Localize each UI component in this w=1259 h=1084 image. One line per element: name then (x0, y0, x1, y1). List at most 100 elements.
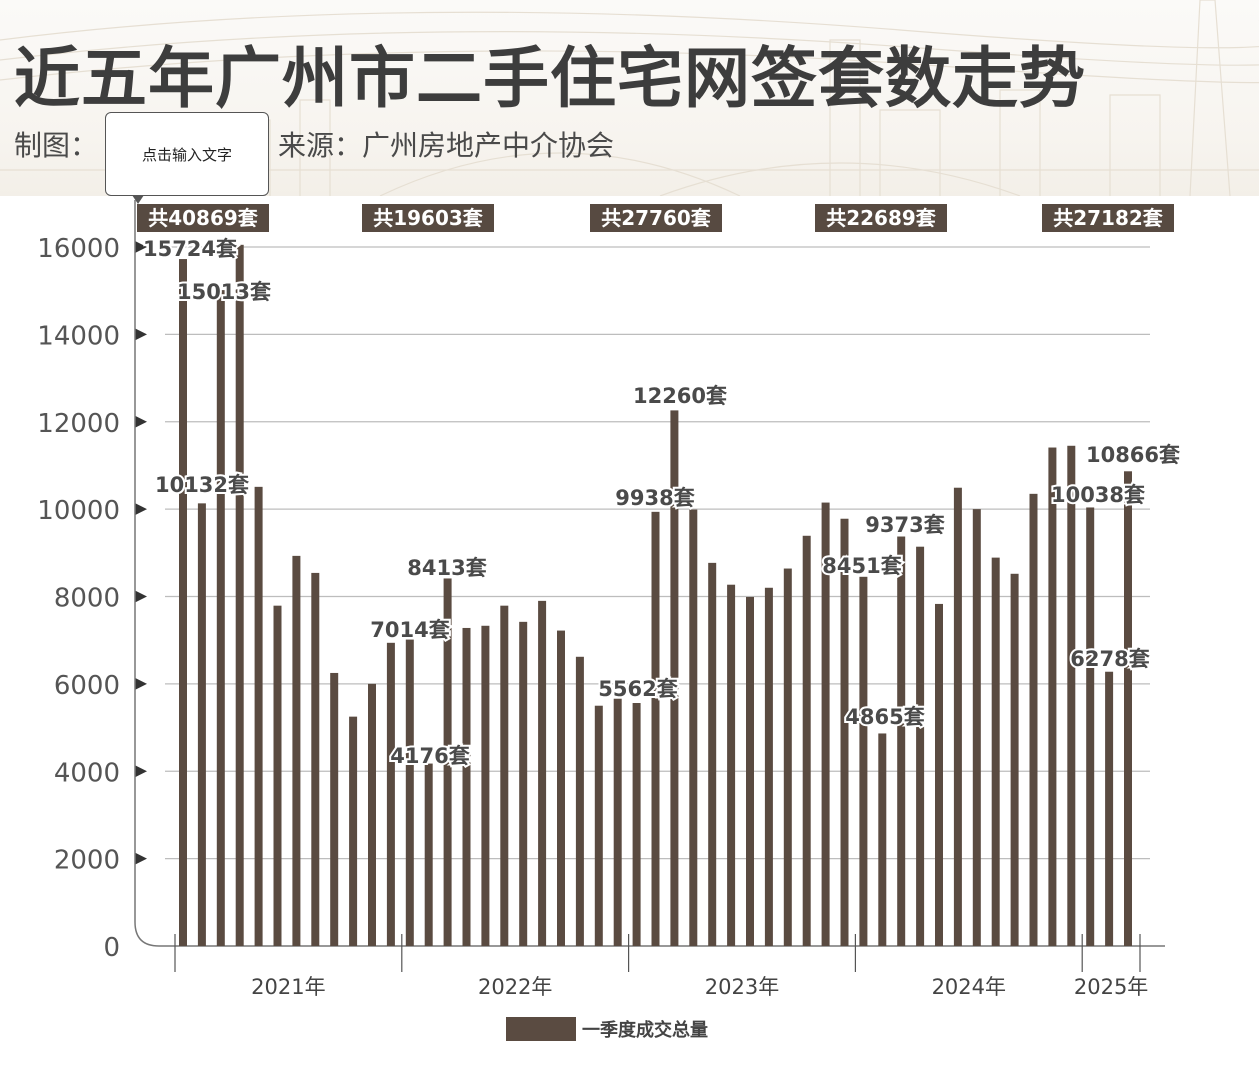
bar (330, 672, 339, 946)
q1-total-badge (137, 204, 269, 232)
bar (746, 596, 754, 946)
y-tick-label: 6000 (54, 671, 120, 701)
q1-total-text: 共27760套 (601, 206, 711, 230)
bar-value-label: 12260套 (633, 384, 727, 408)
q1-total-text: 共19603套 (373, 206, 483, 230)
y-tick-arrow-icon (135, 852, 147, 865)
y-tick-arrow-icon (135, 765, 147, 778)
bar (821, 502, 830, 946)
y-tick-label: 2000 (54, 846, 120, 876)
bar (216, 290, 225, 946)
bar (670, 410, 679, 946)
bar (689, 509, 698, 946)
legend-label: 一季度成交总量 (582, 1020, 708, 1041)
data-source-label: 来源：广州房地产中介协会 (278, 129, 615, 162)
bar-value-label: 9373套 (865, 513, 944, 537)
bar (462, 627, 471, 946)
q1-total-badge (362, 204, 494, 232)
bar (594, 705, 603, 946)
bar-value-label: 4865套 (845, 705, 924, 729)
axis-line (134, 200, 1165, 947)
bar (708, 562, 717, 946)
bar (859, 576, 868, 946)
bar (651, 511, 660, 946)
y-tick-arrow-icon (135, 590, 147, 603)
bar (292, 555, 301, 946)
bar (1086, 507, 1095, 946)
y-tick-arrow-icon (135, 415, 147, 428)
page-title: 近五年广州市二手住宅网签套数走势 (14, 39, 1086, 117)
bar-value-label: 9938套 (615, 486, 694, 510)
bar (1010, 573, 1019, 946)
chart-maker-label: 制图： (14, 129, 99, 162)
text-input-placeholder: 点击输入文字 (141, 145, 232, 164)
bar (368, 683, 376, 946)
bar (897, 536, 906, 946)
bar (991, 557, 1000, 946)
bar (179, 259, 187, 946)
y-tick-label: 4000 (54, 758, 120, 788)
y-tick-label: 10000 (37, 496, 120, 526)
chart-legend: 一季度成交总量 (506, 1016, 708, 1042)
bar (311, 572, 320, 946)
legend-swatch (506, 1017, 576, 1041)
x-year-label: 2024年 (932, 975, 1006, 999)
bar (840, 518, 849, 946)
q1-total-badge (590, 204, 722, 232)
bar (1048, 447, 1057, 946)
y-tick-label: 12000 (37, 409, 120, 439)
bar-value-label: 6278套 (1070, 647, 1149, 671)
bar (613, 698, 622, 946)
bar (632, 703, 641, 946)
bar-value-label: 10038套 (1051, 483, 1145, 507)
bar-value-label: 15724套 (143, 237, 237, 261)
bar-value-label: 4176套 (390, 744, 469, 768)
q1-total-badge (1042, 204, 1174, 232)
chart-canvas: 0 2000 4000 6000 8000 10000 12000 14000 16000 202… (37, 200, 1182, 999)
bar (443, 578, 452, 946)
bar (1029, 493, 1038, 946)
bar-chart: 0 2000 4000 6000 8000 10000 12000 14000 16000 202… (0, 196, 1259, 1080)
y-tick-arrow-icon (135, 677, 147, 690)
bar (972, 509, 981, 946)
bar (197, 503, 206, 946)
bar (349, 716, 358, 946)
bar (557, 630, 565, 946)
bar (935, 603, 943, 946)
bar (953, 487, 962, 946)
y-tick-arrow-icon (135, 328, 147, 341)
bar (519, 621, 528, 946)
q1-total-text: 共40869套 (148, 206, 258, 230)
bar (764, 587, 773, 946)
bar (273, 605, 282, 946)
bar (783, 568, 792, 946)
y-tick-arrow-icon (135, 241, 147, 253)
x-year-label: 2023年 (705, 975, 779, 999)
bar-value-label: 10866套 (1086, 443, 1180, 467)
text-input-placeholder-box[interactable]: 点击输入文字 (105, 112, 269, 204)
x-year-label: 2021年 (251, 975, 325, 999)
y-tick-label: 14000 (37, 321, 120, 351)
bar (424, 763, 433, 946)
bar (1124, 471, 1132, 946)
bar (254, 486, 263, 946)
bar (1067, 445, 1076, 946)
bar (405, 639, 414, 946)
q1-total-badge (815, 204, 947, 232)
bar-value-label: 8413套 (407, 556, 486, 580)
bar (500, 605, 509, 946)
bar-value-label: 5562套 (598, 677, 677, 701)
y-tick-label: 16000 (37, 234, 120, 264)
bar (235, 244, 244, 947)
bar (575, 656, 584, 946)
y-tick-label: 0 (103, 933, 120, 963)
bar (916, 546, 925, 946)
bar-value-label: 10132套 (155, 473, 249, 497)
bar (538, 600, 547, 946)
x-year-label: 2022年 (478, 975, 552, 999)
x-year-label: 2025年 (1074, 975, 1148, 999)
bar-value-label: 15013套 (177, 280, 271, 304)
y-tick-label: 8000 (54, 584, 120, 614)
y-tick-arrow-icon (135, 503, 147, 516)
bar (481, 625, 490, 946)
